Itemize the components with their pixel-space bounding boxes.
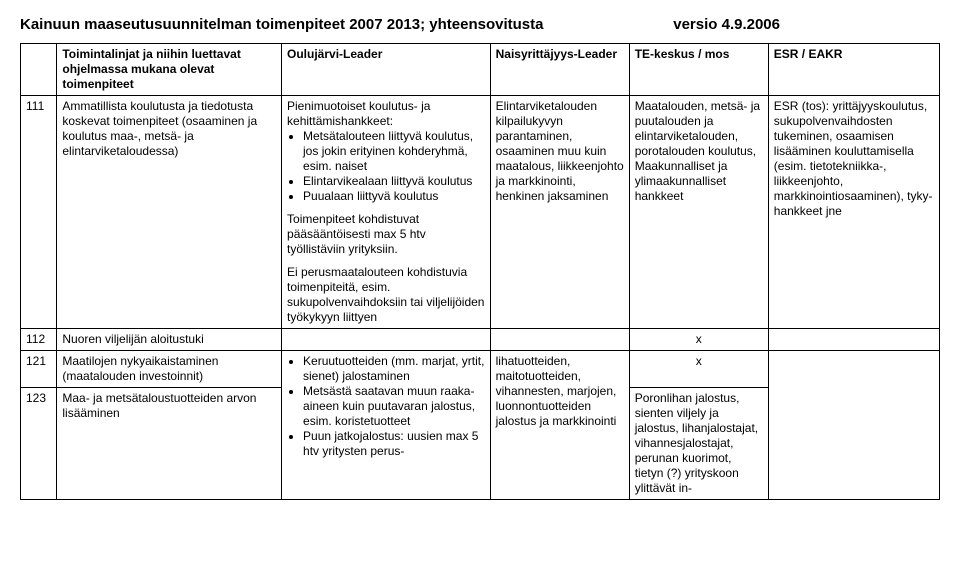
oulu-list: Metsätalouteen liittyvä koulutus, jos jo… xyxy=(287,129,485,204)
row-esr: ESR (tos): yrittäjyyskoulutus, sukupolve… xyxy=(768,96,939,329)
list-item: Metsätalouteen liittyvä koulutus, jos jo… xyxy=(303,129,485,174)
row-toim: Maa- ja metsätaloustuotteiden arvon lisä… xyxy=(57,388,282,500)
row-esr xyxy=(768,351,939,500)
table-row: 112 Nuoren viljelijän aloitustuki x xyxy=(21,329,940,351)
row-num: 121 xyxy=(21,351,57,388)
col-naisyrittajyys: Naisyrittäjyys-Leader xyxy=(490,44,629,96)
row-esr xyxy=(768,329,939,351)
plan-table: Toimintalinjat ja niihin luettavat ohjel… xyxy=(20,43,940,500)
oulu-paragraph: Ei perusmaatalouteen kohdistuvia toimenp… xyxy=(287,265,485,325)
row-oulu: Keruutuotteiden (mm. marjat, yrtit, sien… xyxy=(282,351,491,500)
table-row: 111 Ammatillista koulutusta ja tiedotust… xyxy=(21,96,940,329)
row-oulu: Pienimuotoiset koulutus- ja kehittämisha… xyxy=(282,96,491,329)
oulu-paragraph: Toimenpiteet kohdistuvat pääsääntöisesti… xyxy=(287,212,485,257)
row-te: Poronlihan jalostus, sienten viljely ja … xyxy=(629,388,768,500)
row-te: x xyxy=(629,329,768,351)
row-num: 123 xyxy=(21,388,57,500)
row-te: Maatalouden, metsä- ja puutalouden ja el… xyxy=(629,96,768,329)
col-oulujarvi: Oulujärvi-Leader xyxy=(282,44,491,96)
col-num xyxy=(21,44,57,96)
page-title: Kainuun maaseutusuunnitelman toimenpitee… xyxy=(20,16,543,33)
row-oulu xyxy=(282,329,491,351)
oulu-intro: Pienimuotoiset koulutus- ja kehittämisha… xyxy=(287,99,485,129)
list-item: Elintarvikealaan liittyvä koulutus xyxy=(303,174,485,189)
row-num: 112 xyxy=(21,329,57,351)
row-num: 111 xyxy=(21,96,57,329)
list-item: Puualaan liittyvä koulutus xyxy=(303,189,485,204)
row-toim: Ammatillista koulutusta ja tiedotusta ko… xyxy=(57,96,282,329)
list-item: Metsästä saatavan muun raaka-aineen kuin… xyxy=(303,384,485,429)
table-row: 121 Maatilojen nykyaikaistaminen (maatal… xyxy=(21,351,940,388)
list-item: Keruutuotteiden (mm. marjat, yrtit, sien… xyxy=(303,354,485,384)
col-esr-eakr: ESR / EAKR xyxy=(768,44,939,96)
row-toim: Maatilojen nykyaikaistaminen (maataloude… xyxy=(57,351,282,388)
row-nais xyxy=(490,329,629,351)
oulu-list: Keruutuotteiden (mm. marjat, yrtit, sien… xyxy=(287,354,485,459)
row-nais: lihatuotteiden, maitotuotteiden, vihanne… xyxy=(490,351,629,500)
col-toimintalinjat: Toimintalinjat ja niihin luettavat ohjel… xyxy=(57,44,282,96)
col-te-keskus: TE-keskus / mos xyxy=(629,44,768,96)
page-version: versio 4.9.2006 xyxy=(673,16,780,33)
row-te: x xyxy=(629,351,768,388)
row-toim: Nuoren viljelijän aloitustuki xyxy=(57,329,282,351)
list-item: Puun jatkojalostus: uusien max 5 htv yri… xyxy=(303,429,485,459)
table-header-row: Toimintalinjat ja niihin luettavat ohjel… xyxy=(21,44,940,96)
row-nais: Elintarviketalouden kilpailukyvyn parant… xyxy=(490,96,629,329)
